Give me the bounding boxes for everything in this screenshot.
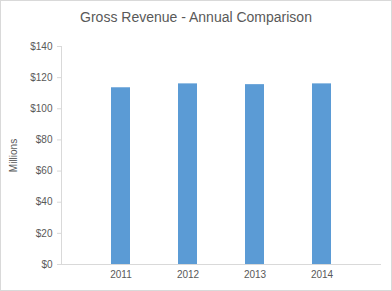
svg-text:$0: $0: [41, 259, 53, 270]
svg-text:2013: 2013: [244, 269, 267, 280]
svg-text:$120: $120: [30, 72, 53, 83]
svg-text:$140: $140: [30, 41, 53, 52]
svg-text:Millions: Millions: [8, 139, 19, 172]
svg-text:2012: 2012: [177, 269, 200, 280]
svg-text:$40: $40: [36, 196, 53, 207]
svg-text:$20: $20: [36, 228, 53, 239]
svg-text:2011: 2011: [110, 269, 132, 280]
svg-text:$80: $80: [36, 134, 53, 145]
svg-text:$60: $60: [36, 165, 53, 176]
svg-text:2014: 2014: [311, 269, 334, 280]
svg-text:$100: $100: [30, 103, 53, 114]
html-text:Gross Revenue - Annual Compari: Gross Revenue - Annual Comparison: [80, 9, 312, 25]
